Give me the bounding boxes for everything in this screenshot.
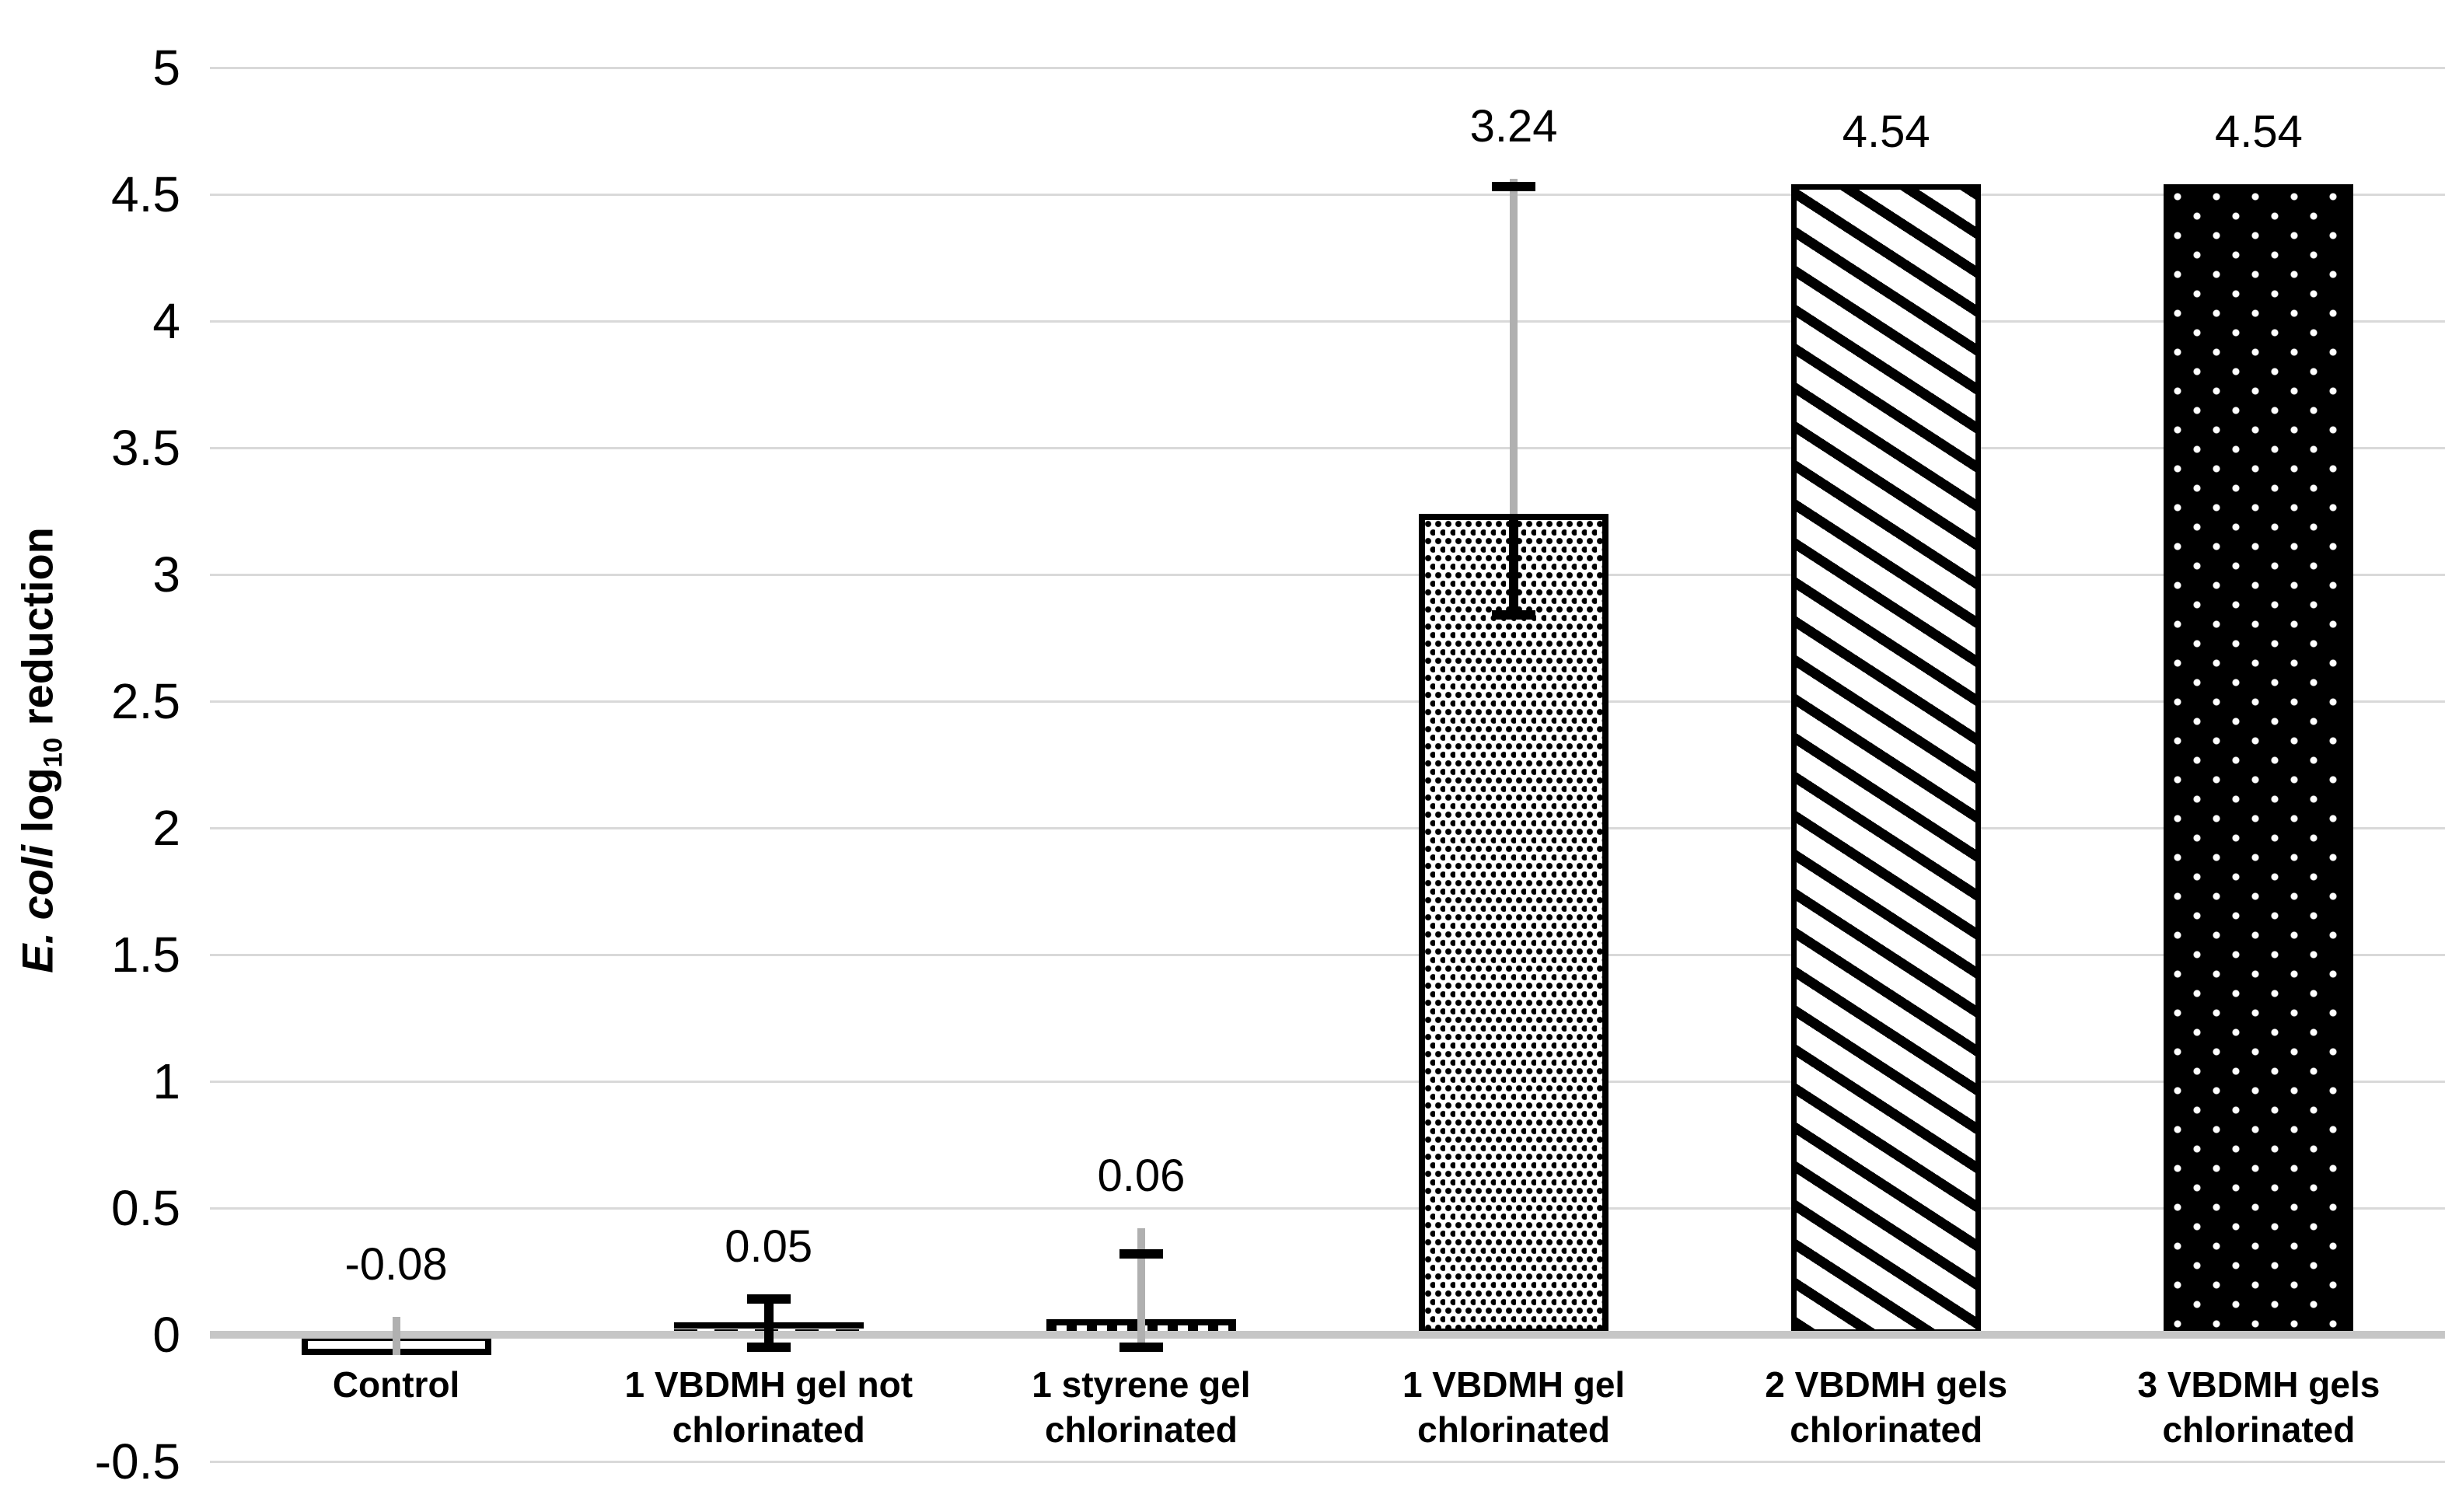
- category-label: 1 VBDMH gel not chlorinated: [582, 1362, 955, 1452]
- y-tick-label: 3.5: [111, 420, 180, 476]
- data-label: 3.24: [1469, 101, 1558, 152]
- data-label: 4.54: [2214, 106, 2303, 157]
- error-bar-cap: [1119, 1343, 1163, 1353]
- gridline: [210, 320, 2445, 323]
- category-label-line: chlorinated: [1790, 1409, 1983, 1450]
- data-label: 0.05: [725, 1221, 813, 1273]
- category-label: 2 VBDMH gels chlorinated: [1700, 1362, 2073, 1452]
- error-bar-cap: [1492, 182, 1536, 192]
- category-label-line: chlorinated: [1044, 1409, 1238, 1450]
- error-bar-stem: [1137, 1228, 1145, 1350]
- error-bar-stem: [1510, 179, 1518, 616]
- y-tick-label: 1: [152, 1053, 180, 1109]
- category-label-line: Control: [332, 1364, 460, 1405]
- category-label: 1 VBDMH gel chlorinated: [1328, 1362, 1700, 1452]
- y-tick-label: 0: [152, 1307, 180, 1363]
- category-label-line: 2 VBDMH gels: [1765, 1364, 2008, 1405]
- y-tick-label: -0.5: [94, 1433, 180, 1489]
- gridline: [210, 573, 2445, 576]
- category-label-line: 3 VBDMH gels: [2137, 1364, 2380, 1405]
- error-bar-stem: [1509, 513, 1519, 616]
- category-label-line: 1 VBDMH gel: [1402, 1364, 1626, 1405]
- category-label-line: chlorinated: [2162, 1409, 2356, 1450]
- y-tick-label: 4.5: [111, 166, 180, 222]
- category-label-line: chlorinated: [672, 1409, 865, 1450]
- y-tick-label: 4: [152, 293, 180, 349]
- category-label-line: 1 styrene gel: [1032, 1364, 1251, 1405]
- y-tick-label: 3: [152, 546, 180, 602]
- y-tick-label: 2: [152, 800, 180, 856]
- bar-6: [2164, 183, 2354, 1335]
- error-bar-cap: [1119, 1248, 1163, 1259]
- data-label: 0.06: [1097, 1151, 1186, 1202]
- gridline: [210, 700, 2445, 703]
- error-bar-stem: [763, 1299, 774, 1348]
- y-tick-label: 1.5: [111, 927, 180, 983]
- data-label: -0.08: [344, 1239, 448, 1290]
- error-bar-cap: [746, 1343, 791, 1353]
- gridline: [210, 1080, 2445, 1083]
- y-tick-label: 0.5: [111, 1180, 180, 1236]
- category-label: 3 VBDMH gels chlorinated: [2073, 1362, 2445, 1452]
- zero-axis-line: [210, 1331, 2445, 1339]
- gridline: [210, 826, 2445, 829]
- data-label: 4.54: [1842, 106, 1930, 157]
- bar-5: [1791, 183, 1982, 1335]
- gridline: [210, 953, 2445, 956]
- y-tick-label: 2.5: [111, 673, 180, 729]
- gridline: [210, 193, 2445, 196]
- category-label-line: chlorinated: [1417, 1409, 1611, 1450]
- gridline: [210, 66, 2445, 69]
- y-tick-label: 5: [152, 40, 180, 96]
- error-bar-stem: [392, 1317, 400, 1356]
- error-bar-cap: [1492, 610, 1536, 620]
- gridline: [210, 1460, 2445, 1463]
- category-label-line: 1 VBDMH gel not: [624, 1364, 913, 1405]
- category-label: Control: [210, 1362, 582, 1407]
- error-bar-cap: [746, 1294, 791, 1304]
- category-label: 1 styrene gel chlorinated: [955, 1362, 1327, 1452]
- gridline: [210, 446, 2445, 449]
- bar-4: [1419, 513, 1609, 1335]
- gridline: [210, 1206, 2445, 1210]
